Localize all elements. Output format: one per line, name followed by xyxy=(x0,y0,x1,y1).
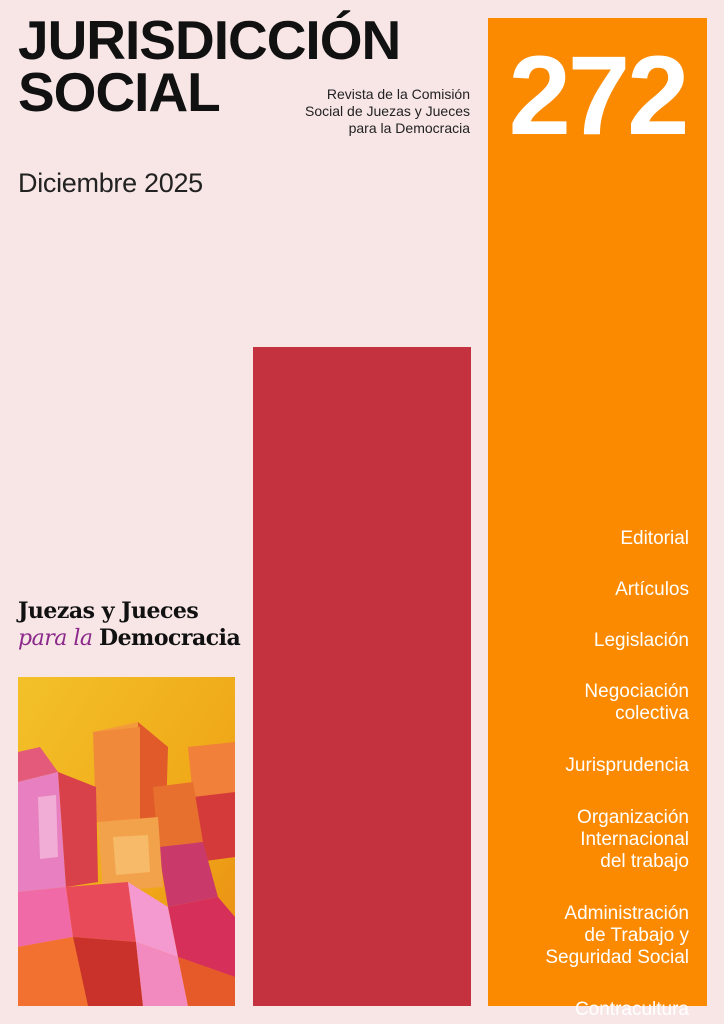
toc-item-editorial[interactable]: Editorial xyxy=(620,528,689,549)
issue-date: Diciembre 2025 xyxy=(18,168,203,198)
cover-artwork xyxy=(18,677,235,1006)
title-line-1: JURISDICCIÓN xyxy=(18,9,401,71)
orange-sidebar: 272 Editorial Artículos Legislación Nego… xyxy=(488,18,707,1020)
subtitle-line: Social de Juezas y Jueces xyxy=(305,103,470,119)
logo-line-1: Juezas y Jueces xyxy=(18,598,199,624)
logo-italic-text: para la xyxy=(18,626,93,651)
subtitle-line: para la Democracia xyxy=(348,120,470,136)
issue-number: 272 xyxy=(508,33,690,158)
toc-item-articulos[interactable]: Artículos xyxy=(615,579,689,600)
abstract-painting-image xyxy=(18,677,235,1006)
toc-item-oit[interactable]: Organización Internacional del trabajo xyxy=(577,807,689,872)
toc-item-jurisprudencia[interactable]: Jurisprudencia xyxy=(565,755,689,776)
table-of-contents: Editorial Artículos Legislación Negociac… xyxy=(545,528,689,1021)
magazine-subtitle: Revista de la Comisión Social de Juezas … xyxy=(270,86,470,137)
toc-item-negociacion-colectiva[interactable]: Negociación colectiva xyxy=(584,681,689,724)
logo-bold-text: Democracia xyxy=(98,625,241,651)
magazine-title: JURISDICCIÓN SOCIAL xyxy=(18,9,401,123)
jjpd-logo: Juezas y Jueces para la Democracia xyxy=(18,598,241,652)
subtitle-line: Revista de la Comisión xyxy=(326,86,470,102)
logo-line-2: para la Democracia xyxy=(18,625,241,652)
red-decorative-column xyxy=(253,347,471,1006)
toc-item-legislacion[interactable]: Legislación xyxy=(593,630,689,651)
toc-item-contracultura[interactable]: Contracultura xyxy=(574,999,689,1020)
title-line-2: SOCIAL xyxy=(18,61,221,123)
toc-item-administracion[interactable]: Administración de Trabajo y Seguridad So… xyxy=(545,903,689,968)
